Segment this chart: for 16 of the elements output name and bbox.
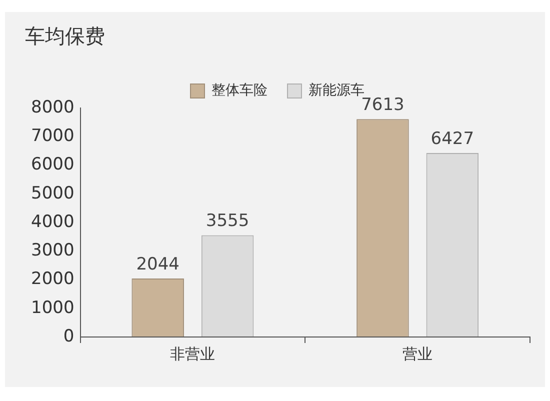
legend-label: 整体车险	[212, 82, 268, 99]
y-tick-label: 0	[63, 326, 74, 346]
data-label: 3555	[206, 211, 250, 232]
x-tick-label: 营业	[402, 344, 433, 363]
y-tick-label: 8000	[31, 97, 74, 118]
x-tick-label: 非营业	[170, 344, 216, 363]
y-tick-label: 4000	[31, 212, 74, 232]
y-tick-label: 7000	[31, 126, 74, 146]
y-tick-label: 6000	[31, 154, 74, 175]
data-label: 6427	[430, 128, 474, 149]
y-tick-label: 3000	[31, 240, 74, 261]
y-tick-label: 5000	[31, 183, 74, 204]
y-tick-label: 1000	[31, 298, 74, 318]
chart-title: 车均保费	[25, 24, 105, 48]
data-label: 2044	[136, 254, 180, 274]
y-tick-label: 2000	[31, 269, 74, 290]
